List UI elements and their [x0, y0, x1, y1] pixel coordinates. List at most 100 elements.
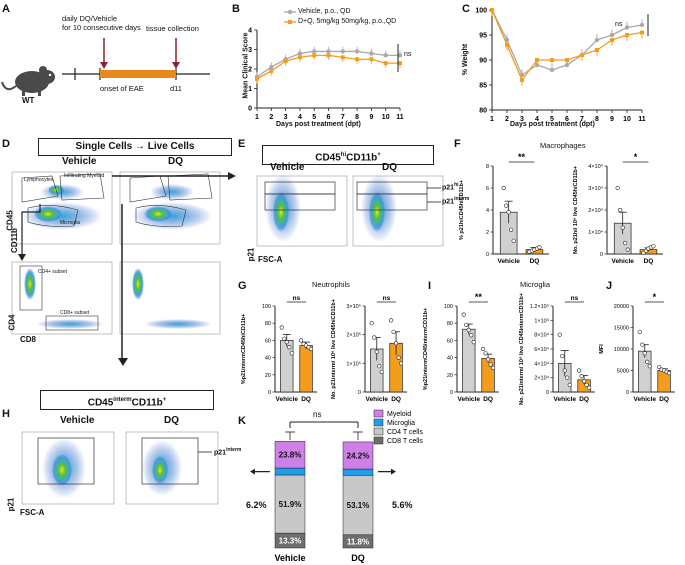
- panel-letter-f: F: [454, 138, 461, 150]
- stack-cd4-t-cells: [342, 475, 374, 536]
- legend-swatch: [373, 418, 384, 427]
- x-tick-label: 2: [505, 116, 509, 123]
- data-point: [469, 333, 474, 338]
- y-axis-label: % p21hiCD45hiCD11b+: [459, 180, 465, 240]
- x-tick-label: DQ: [530, 258, 540, 265]
- flow-plots-h: [21, 431, 219, 505]
- x-tick-label: 7: [580, 116, 584, 123]
- y-tick-label: 80: [447, 321, 453, 327]
- data-point: [298, 338, 304, 343]
- flow-plots-e: [256, 174, 444, 247]
- y-tick-label: 60: [447, 338, 453, 344]
- legend-dq: D+Q, 5mg/kg 50mg/kg, p.o.,QD: [298, 18, 397, 25]
- legend-marker-dq: [288, 20, 292, 24]
- data-point: [490, 8, 494, 12]
- data-point: [369, 57, 374, 62]
- panel-d-header: Single Cells → Live Cells: [38, 138, 232, 156]
- d-ylabel-cd4: CD4: [7, 314, 17, 331]
- data-point: [289, 351, 294, 356]
- legend-label: CD8 T cells: [387, 438, 423, 445]
- data-point: [642, 351, 647, 356]
- x-tick-label: 11: [638, 116, 646, 123]
- data-point: [383, 61, 388, 66]
- y-tick-label: 6: [486, 186, 489, 192]
- panel-letter-j: J: [606, 280, 613, 292]
- x-tick-label: 4: [535, 116, 539, 123]
- y-tick-label: 95: [479, 33, 487, 40]
- sig-label: **: [475, 292, 483, 302]
- data-point: [284, 340, 289, 345]
- gate-p21hi: p21hi: [442, 182, 459, 192]
- e-ylabel: p21: [246, 247, 256, 262]
- x-tick-label: Vehicle: [274, 553, 305, 563]
- legend-swatch: [373, 427, 384, 436]
- data-point: [560, 354, 565, 359]
- stack-myeloid: [342, 441, 374, 470]
- data-point: [576, 368, 582, 373]
- data-point: [398, 361, 404, 366]
- macrophage-bar-charts: 0 2 4 6 8 Vehicle DQ ** % p21hiCD45hiCD11b+ 0 1×10…: [459, 152, 663, 265]
- y-tick-label: 2×10⁵: [346, 332, 361, 339]
- panel-letter-d: D: [2, 138, 10, 150]
- data-point: [282, 336, 287, 341]
- ylabel-c: % Weight: [462, 43, 470, 76]
- data-point: [308, 346, 314, 352]
- x-tick-label: DQ: [391, 396, 401, 403]
- sig-label: ns: [293, 295, 301, 302]
- data-point: [283, 59, 288, 64]
- legend-label: CD4 T cells: [387, 429, 423, 436]
- x-tick-label: 1: [255, 114, 259, 121]
- bar-vehicle: [462, 328, 476, 393]
- data-point: [666, 370, 672, 376]
- y-tick-label: 0: [546, 390, 549, 396]
- y-tick-label: 0: [450, 390, 453, 396]
- data-point: [388, 318, 394, 323]
- panel-d-vehicle: Vehicle: [62, 156, 97, 167]
- x-tick-label: 9: [369, 114, 373, 121]
- sig-label: ns: [571, 295, 579, 302]
- arrow-left-icon: [250, 468, 255, 475]
- data-point: [393, 341, 399, 346]
- y-axis-label: No. p21interm/ 10⁶ live CD45intermCD11b+: [519, 293, 525, 405]
- y-tick-label: 80: [265, 321, 271, 327]
- data-point: [565, 375, 570, 380]
- y-tick-label: 80: [479, 108, 487, 115]
- panel-f-title: Macrophages: [540, 141, 586, 150]
- y-tick-label: 2×10⁴: [588, 207, 603, 214]
- mouse-icon: [1, 66, 55, 96]
- y-tick-label: 60: [265, 338, 271, 344]
- panel-letter-e: E: [238, 138, 246, 150]
- x-tick-label: 6: [327, 114, 331, 121]
- x-tick-label: 5: [312, 114, 316, 121]
- data-point: [340, 55, 345, 60]
- d-xlabel-cd11b: CD11b: [9, 228, 19, 253]
- data-point: [618, 207, 623, 213]
- x-tick-label: 10: [623, 116, 631, 123]
- onset-label: onset of EAE: [100, 84, 144, 93]
- data-point: [579, 374, 584, 379]
- sig-label: *: [653, 292, 657, 302]
- data-point: [490, 365, 496, 371]
- x-tick-label: DQ: [644, 258, 654, 265]
- h-gate-p21interm: p21interm: [214, 447, 242, 457]
- y-tick-label: 4×10⁴: [534, 360, 549, 367]
- y-tick-label: 0: [268, 390, 271, 396]
- data-point: [287, 345, 292, 350]
- legend-label: Myeloid: [387, 411, 411, 418]
- treatment-bar: [100, 70, 176, 78]
- y-tick-label: 20: [447, 373, 453, 379]
- data-point: [567, 382, 572, 387]
- panel-a-schematic: [1, 38, 210, 96]
- x-tick-label: Vehicle: [497, 258, 520, 265]
- legend-label: Microglia: [387, 420, 415, 427]
- gate-myeloid: Infiltrating Myeloid: [64, 173, 105, 179]
- data-point: [595, 48, 599, 52]
- data-point: [584, 382, 589, 387]
- data-point: [557, 332, 562, 337]
- data-point: [483, 351, 488, 356]
- data-point: [340, 49, 345, 54]
- data-point: [535, 58, 539, 62]
- panel-e-header: CD45hiCD11b+: [262, 145, 434, 165]
- h-ylabel: p21: [6, 497, 16, 512]
- data-point: [504, 203, 509, 208]
